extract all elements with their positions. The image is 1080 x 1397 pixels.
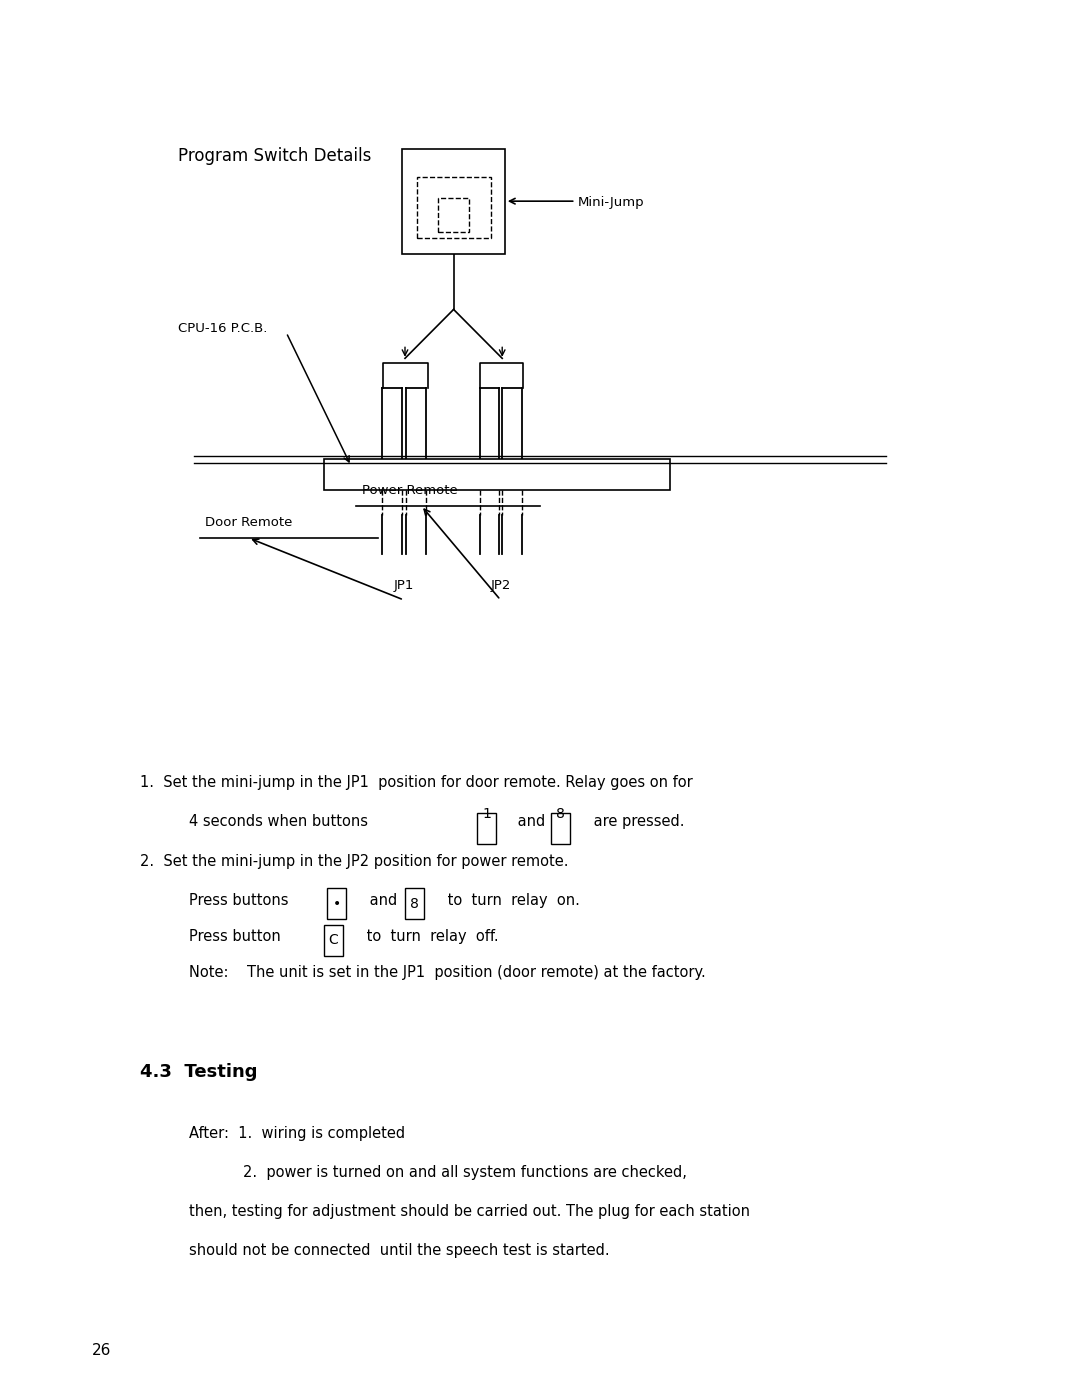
Text: Door Remote: Door Remote [205, 517, 293, 529]
Bar [551, 813, 570, 844]
Text: JP2: JP2 [490, 580, 511, 592]
Text: JP1: JP1 [394, 580, 414, 592]
Text: C: C [328, 933, 338, 947]
Text: 2.  power is turned on and all system functions are checked,: 2. power is turned on and all system fun… [243, 1165, 687, 1180]
Bar [324, 925, 343, 956]
Text: 1.  Set the mini-jump in the JP1  position for door remote. Relay goes on for: 1. Set the mini-jump in the JP1 position… [140, 775, 693, 791]
Text: and: and [365, 893, 402, 908]
Bar [405, 888, 424, 919]
Text: CPU-16 P.C.B.: CPU-16 P.C.B. [178, 321, 268, 335]
Text: 26: 26 [92, 1343, 111, 1358]
Text: Power Remote: Power Remote [362, 485, 458, 497]
Text: Note:    The unit is set in the JP1  position (door remote) at the factory.: Note: The unit is set in the JP1 positio… [189, 965, 705, 981]
Bar [417, 177, 490, 237]
Text: 4 seconds when buttons: 4 seconds when buttons [189, 814, 373, 830]
Text: to  turn  relay  on.: to turn relay on. [443, 893, 580, 908]
Text: are pressed.: are pressed. [589, 814, 684, 830]
Text: Press button: Press button [189, 929, 285, 944]
Text: 1: 1 [483, 807, 491, 821]
Text: Program Switch Details: Program Switch Details [178, 147, 372, 165]
Text: 8: 8 [410, 897, 419, 911]
Bar [438, 198, 469, 232]
Text: 4.3  Testing: 4.3 Testing [140, 1063, 258, 1081]
Bar [324, 458, 670, 490]
Text: After:  1.  wiring is completed: After: 1. wiring is completed [189, 1126, 405, 1141]
Text: Press buttons: Press buttons [189, 893, 293, 908]
Text: Mini-Jump: Mini-Jump [578, 196, 645, 210]
Bar [327, 888, 347, 919]
Text: then, testing for adjustment should be carried out. The plug for each station: then, testing for adjustment should be c… [189, 1204, 750, 1220]
Text: 8: 8 [556, 807, 565, 821]
Text: to  turn  relay  off.: to turn relay off. [362, 929, 499, 944]
Text: •: • [333, 897, 341, 911]
Text: should not be connected  until the speech test is started.: should not be connected until the speech… [189, 1243, 609, 1259]
Bar [402, 149, 505, 254]
Bar [477, 813, 497, 844]
Text: and: and [513, 814, 550, 830]
Text: 2.  Set the mini-jump in the JP2 position for power remote.: 2. Set the mini-jump in the JP2 position… [140, 854, 569, 869]
